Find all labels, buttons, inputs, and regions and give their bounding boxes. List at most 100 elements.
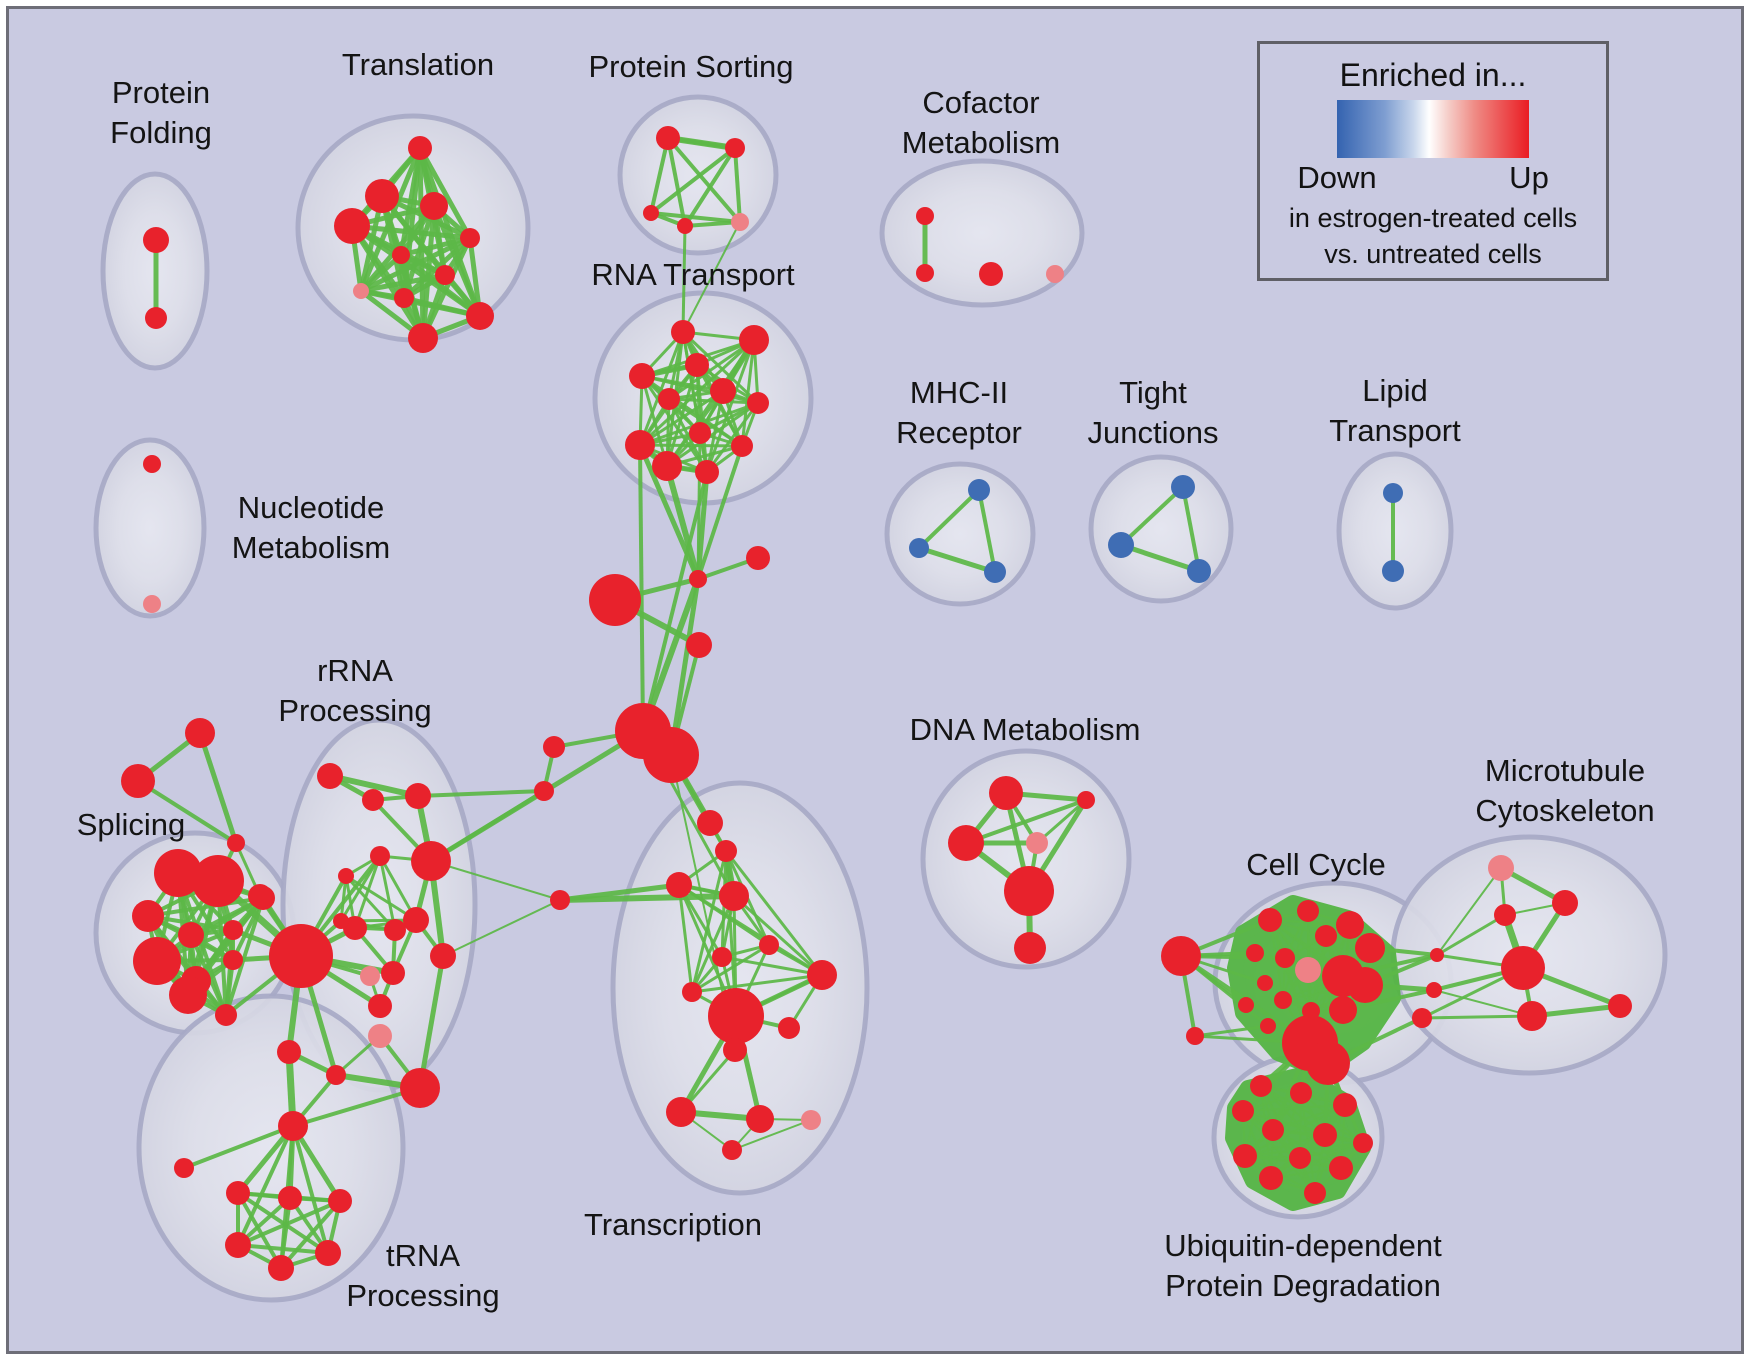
edge-x6-x9 [691, 943, 770, 994]
node-s2 [192, 855, 244, 907]
edge-ps4-ps5 [684, 220, 741, 228]
edge-mh1-mh3 [977, 489, 997, 573]
node-rt11 [652, 451, 682, 481]
node-c13 [1257, 975, 1273, 991]
node-mc3 [1412, 1008, 1432, 1028]
node-u8 [1233, 1144, 1257, 1168]
edge-ps2-ps5 [733, 147, 742, 223]
node-c9 [1275, 948, 1295, 968]
edge-rt9-nx [637, 444, 701, 580]
legend-subtitle-line1: in estrogen-treated cells [1288, 203, 1578, 233]
node-x6 [759, 935, 779, 955]
cluster-label-transcription: Transcription [584, 1207, 762, 1242]
edge-th-r18 [292, 1086, 421, 1128]
node-c18 [1260, 1018, 1276, 1034]
edge-r4-r7 [353, 855, 382, 929]
edge-x5-x4 [559, 893, 735, 903]
node-u1 [1250, 1075, 1272, 1097]
cluster-label-rna-transport: RNA Transport [591, 257, 795, 292]
edge-rt7-rt12 [705, 402, 760, 473]
node-x14 [801, 1110, 821, 1130]
cluster-label-rrna-processing: rRNA Processing [278, 653, 431, 728]
edge-tr3-tr11 [349, 224, 426, 340]
node-s10 [169, 976, 207, 1014]
cluster-ellipse-tight-junctions [1088, 454, 1234, 604]
cluster-label-cofactor-metabolism: Cofactor Metabolism [902, 85, 1061, 160]
edge-tri2-triC [136, 779, 238, 845]
edge-x2-x9 [690, 850, 728, 993]
edge-ps1-ps4 [666, 137, 687, 227]
node-x7 [712, 947, 732, 967]
edge-rt2-rt10 [740, 339, 756, 447]
edge-rt12-h1 [641, 471, 709, 732]
edge-rt6-rt7 [668, 397, 759, 405]
cluster-ellipse-mhc-ii-receptor [884, 461, 1036, 607]
node-th [278, 1111, 308, 1141]
node-tr9 [394, 288, 414, 308]
edge-u6-u8 [1244, 1134, 1326, 1157]
node-d6 [1014, 932, 1046, 964]
legend-gradient-bar [1337, 100, 1529, 158]
node-lt1 [1383, 483, 1403, 503]
edge-ps1-ps3 [649, 137, 670, 214]
node-tj2 [1108, 532, 1134, 558]
node-r5 [411, 841, 451, 881]
node-nx [689, 570, 707, 588]
node-x4 [719, 881, 749, 911]
node-s7 [223, 920, 243, 940]
node-r15 [277, 1040, 301, 1064]
node-mh3 [984, 561, 1006, 583]
node-rt10 [731, 435, 753, 457]
node-x13 [746, 1105, 774, 1133]
node-ps3 [643, 205, 659, 221]
edge-th-t4 [236, 1125, 295, 1246]
node-mc1 [1430, 948, 1444, 962]
node-mh1 [968, 479, 990, 501]
edge-x4-x8 [732, 894, 824, 977]
edge-th-t5 [291, 1125, 330, 1254]
node-r18 [400, 1068, 440, 1108]
edge-tr1-tr5 [417, 146, 473, 240]
edge-ts-th [183, 1124, 294, 1170]
node-ps2 [725, 138, 745, 158]
node-t2 [278, 1186, 302, 1210]
edge-rt1-rt7 [681, 330, 760, 405]
node-triC [227, 834, 245, 852]
edge-mc1-m0 [1436, 867, 1502, 956]
node-x15 [722, 1140, 742, 1160]
node-r4 [370, 846, 390, 866]
node-d2 [948, 825, 984, 861]
cluster-label-nucleotide-metabolism: Nucleotide Metabolism [232, 490, 391, 565]
node-c15 [1274, 991, 1292, 1009]
edge-r12-r18 [417, 955, 446, 1089]
edge-nx-h2 [668, 578, 701, 756]
node-x8 [807, 960, 837, 990]
node-rhub [269, 924, 333, 988]
node-r14 [368, 994, 392, 1018]
edge-ps3-ps5 [650, 211, 741, 224]
node-m5 [1608, 994, 1632, 1018]
cluster-ellipse-cofactor-metabolism [879, 158, 1085, 308]
node-mc2 [1426, 982, 1442, 998]
node-nm1 [143, 455, 161, 473]
edge-c4-c15 [1282, 910, 1309, 1001]
node-n551 [543, 736, 565, 758]
node-m1 [1552, 890, 1578, 916]
node-xh [708, 988, 764, 1044]
edge-rt10-nx [696, 445, 744, 580]
node-tr6 [392, 246, 410, 264]
node-tr3 [334, 208, 370, 244]
edge-tj1-tj3 [1181, 486, 1201, 572]
node-h2 [643, 727, 699, 783]
node-s11 [215, 1004, 237, 1026]
edge-ps1-ps5 [666, 136, 742, 224]
node-m2 [1494, 904, 1516, 926]
network-nodes [121, 126, 1632, 1281]
edge-x3-x9 [677, 884, 694, 993]
node-s3 [132, 900, 164, 932]
node-n696 [686, 632, 712, 658]
node-n755 [746, 546, 770, 570]
node-x12 [666, 1097, 696, 1127]
node-tr1 [408, 136, 432, 160]
